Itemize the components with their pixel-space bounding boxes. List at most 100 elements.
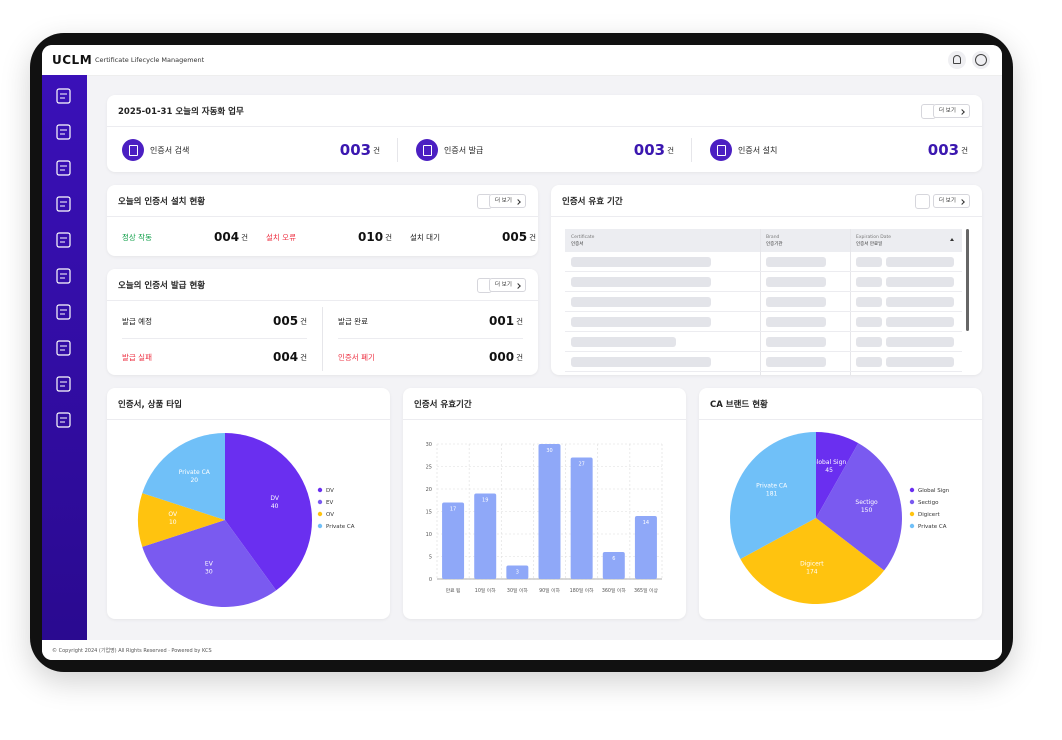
skeleton-cell xyxy=(766,297,826,307)
status-label: 발급 예정 xyxy=(122,316,152,326)
pie-slice xyxy=(730,432,816,559)
legend-label: Digicert xyxy=(918,512,940,518)
refresh-button[interactable] xyxy=(915,194,930,209)
more-button[interactable]: 더 보기 xyxy=(489,278,526,292)
slice-value: 30 xyxy=(205,569,213,576)
skeleton-cell xyxy=(766,257,826,267)
bar-value-label: 30 xyxy=(546,448,552,454)
slice-label: EV xyxy=(205,561,214,568)
x-tick-label: 30일 이하 xyxy=(507,587,528,594)
legend-marker xyxy=(317,487,323,493)
unit: 건 xyxy=(385,232,392,242)
pie-slice xyxy=(740,518,885,604)
column-ko: 인증서 만료일 xyxy=(856,242,883,247)
x-tick-label: 365일 이상 xyxy=(634,587,659,594)
status-item: 발급 예정 005 건 xyxy=(122,313,307,329)
skeleton-cell xyxy=(766,337,826,347)
skeleton-cell xyxy=(571,257,711,267)
nav-icon-shape xyxy=(56,232,71,248)
nav-icon[interactable] xyxy=(56,304,71,320)
nav-icon[interactable] xyxy=(56,196,71,212)
legend-marker xyxy=(909,523,915,529)
nav-icon[interactable] xyxy=(56,160,71,176)
nav-icon-shape xyxy=(56,124,71,140)
pie-slice xyxy=(142,433,225,520)
nav-icon[interactable] xyxy=(56,124,71,140)
automation-card: 2025-01-31 오늘의 자동화 업무 더 보기 인증서 검색 003 건 인증… xyxy=(107,95,982,172)
slice-label: Private CA xyxy=(756,483,788,490)
chart-title: CA 브랜드 현황 xyxy=(710,400,768,410)
nav-icon[interactable] xyxy=(56,412,71,428)
unit: 건 xyxy=(516,316,523,326)
task-item[interactable]: 인증서 검색 003 건 xyxy=(122,139,380,161)
legend-label: OV xyxy=(326,512,334,518)
sidebar-icons xyxy=(56,88,71,428)
nav-icon[interactable] xyxy=(56,340,71,356)
status-item: 설치 오류 010 건 xyxy=(266,229,392,245)
more-button[interactable]: 더 보기 xyxy=(489,194,526,208)
nav-icon[interactable] xyxy=(56,376,71,392)
pie-slice xyxy=(816,443,902,571)
nav-icon[interactable] xyxy=(56,232,71,248)
task-item[interactable]: 인증서 설치 003 건 xyxy=(710,139,968,161)
logo[interactable]: UCLM xyxy=(52,53,93,67)
top-bar: UCLM Certificate Lifecycle Management xyxy=(42,45,1002,76)
chart-title: 인증서 유효기간 xyxy=(414,400,472,410)
nav-icon[interactable] xyxy=(56,88,71,104)
task-count: 003 xyxy=(633,141,666,159)
more-button[interactable]: 더 보기 xyxy=(933,104,970,118)
card-title: 오늘의 인증서 설치 현황 xyxy=(118,197,206,207)
task-item[interactable]: 인증서 발급 003 건 xyxy=(416,139,674,161)
legend-label: Private CA xyxy=(326,524,355,530)
skeleton-cell xyxy=(856,257,882,267)
y-tick-label: 10 xyxy=(426,532,432,538)
slice-label: DV xyxy=(270,495,280,502)
nav-icon-shape xyxy=(56,196,71,212)
nav-icon-shape xyxy=(56,340,71,356)
slice-label: OV xyxy=(168,511,178,518)
skeleton-cell xyxy=(856,337,882,347)
skeleton-cell xyxy=(856,357,882,367)
slice-label: Digicert xyxy=(800,560,824,567)
slice-value: 174 xyxy=(806,568,818,575)
footer-bar xyxy=(87,640,1002,660)
slice-label: Private CA xyxy=(179,469,211,476)
status-label: 발급 완료 xyxy=(338,316,368,326)
pie-slice xyxy=(142,520,277,607)
bar xyxy=(634,516,657,579)
task-label: 인증서 검색 xyxy=(150,145,190,155)
unit: 건 xyxy=(373,145,380,155)
bar xyxy=(442,502,465,579)
skeleton-cell xyxy=(856,277,882,287)
unit: 건 xyxy=(529,232,536,242)
notification-button[interactable] xyxy=(948,51,966,69)
scrollbar[interactable] xyxy=(966,229,969,331)
skeleton-cell xyxy=(571,277,711,287)
bar-value-label: 14 xyxy=(643,520,649,526)
pie-slice xyxy=(225,433,312,591)
bar-value-label: 17 xyxy=(450,507,456,513)
skeleton-cell xyxy=(886,317,954,327)
sort-icon[interactable] xyxy=(950,238,954,241)
slice-value: 150 xyxy=(861,507,873,514)
user-button[interactable] xyxy=(972,51,990,69)
skeleton-cell xyxy=(571,357,711,367)
legend-marker xyxy=(317,511,323,517)
x-tick-label: 90일 이하 xyxy=(539,587,560,594)
unit: 건 xyxy=(300,316,307,326)
skeleton-cell xyxy=(571,297,711,307)
skeleton-cell xyxy=(886,257,954,267)
slice-value: 20 xyxy=(190,477,198,484)
nav-icon[interactable] xyxy=(56,268,71,284)
slice-value: 181 xyxy=(766,491,778,498)
sidebar xyxy=(42,75,87,640)
column-header[interactable]: Expiration Date 인증서 만료일 xyxy=(856,234,891,248)
status-item: 설치 대기 005 건 xyxy=(410,229,536,245)
card-title: 오늘의 인증서 발급 현황 xyxy=(118,281,206,291)
column-header: Certificate 인증서 xyxy=(571,234,594,248)
more-button[interactable]: 더 보기 xyxy=(933,194,970,208)
chart-title: 인증서, 상품 타입 xyxy=(118,400,182,410)
nav-icon-shape xyxy=(56,160,71,176)
